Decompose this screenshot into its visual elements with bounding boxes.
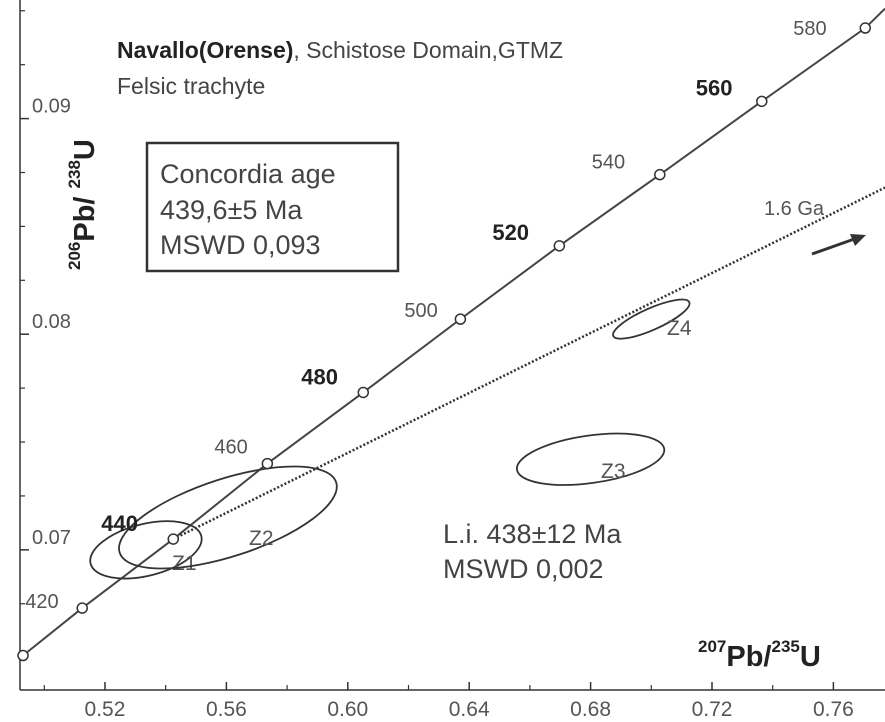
x-tick-label: 0.60 [327, 698, 368, 721]
discordia-label: 1.6 Ga [764, 198, 825, 220]
concordia-box-line-3: MSWD 0,093 [160, 230, 321, 260]
ellipse-label-z2: Z2 [249, 527, 274, 550]
ellipse-label-z4: Z4 [667, 317, 692, 340]
concordia-age-label: 460 [214, 437, 247, 459]
concordia-age-label: 480 [301, 364, 338, 389]
concordia-marker [756, 95, 768, 108]
y-axis-sup-1: 206 [65, 242, 84, 270]
y-tick-group: 0.07 0.08 0.09 [20, 10, 71, 659]
ellipse-label-z1: Z1 [172, 552, 197, 575]
y-axis-sup-2: 238 [65, 160, 84, 188]
x-axis-title: 207Pb/235U [698, 637, 821, 673]
y-axis-text-2: U [69, 139, 101, 160]
concordia-age-label: 420 [25, 591, 58, 613]
x-axis-sup-2: 235 [772, 637, 800, 656]
x-tick-label: 0.56 [206, 698, 247, 721]
concordia-marker [454, 313, 467, 325]
discordia-line [172, 186, 885, 541]
concordia-marker [167, 533, 180, 545]
x-axis-sup-1: 207 [698, 637, 726, 656]
y-tick-label: 0.09 [32, 96, 71, 118]
concordia-age-label: 540 [592, 152, 625, 174]
y-axis-text-1: Pb/ [69, 188, 101, 241]
chart-title: Navallo(Orense), Schistose Domain,GTMZ [117, 37, 563, 63]
concordia-box-line-2: 439,6±5 Ma [160, 195, 303, 225]
y-tick-label: 0.08 [32, 311, 71, 333]
error-ellipse-z1 [89, 520, 203, 580]
title-rest: , Schistose Domain,GTMZ [293, 37, 563, 63]
x-tick-group: 0.52 0.56 0.60 0.64 0.68 0.72 0.76 [43, 682, 854, 721]
title-bold: Navallo(Orense) [117, 37, 293, 63]
svg-text:206Pb/ 238U: 206Pb/ 238U [65, 139, 101, 270]
y-tick-label: 0.07 [32, 527, 71, 549]
x-axis-text-2: U [800, 641, 821, 673]
error-ellipse-z2 [118, 465, 338, 570]
concordia-age-label: 500 [404, 300, 437, 322]
concordia-box-line-1: Concordia age [160, 159, 336, 189]
intercept-line-1: L.i. 438±12 Ma [443, 519, 622, 549]
x-tick-label: 0.76 [813, 698, 854, 721]
x-tick-label: 0.64 [449, 698, 490, 721]
concordia-marker [553, 240, 566, 252]
error-ellipses: Z1 Z2 Z3 Z4 [89, 298, 692, 580]
concordia-age-box [145, 141, 400, 273]
error-ellipse-z3 [515, 432, 666, 486]
x-tick-label: 0.68 [570, 698, 611, 721]
concordia-marker [357, 386, 370, 399]
y-axis-title: 206Pb/ 238U [65, 139, 101, 270]
concordia-marker [261, 457, 274, 470]
concordia-marker [76, 602, 88, 614]
concordia-age-label: 440 [101, 511, 138, 536]
x-tick-label: 0.72 [692, 698, 733, 721]
ellipse-label-z3: Z3 [601, 460, 626, 483]
concordia-marker [17, 649, 29, 662]
error-ellipse-z4 [612, 298, 691, 340]
x-tick-label: 0.52 [85, 698, 126, 721]
concordia-age-label: 520 [492, 220, 529, 245]
concordia-age-label: 580 [793, 18, 826, 40]
chart-subtitle: Felsic trachyte [117, 73, 265, 99]
concordia-markers: 420 440 460 480 500 520 540 560 580 [17, 18, 872, 662]
concordia-age-label: 560 [696, 75, 733, 100]
discordia-arrow-icon [811, 234, 866, 256]
concordia-marker [859, 22, 872, 34]
x-axis-text-1: Pb/ [726, 641, 771, 673]
intercept-line-2: MSWD 0,002 [443, 554, 604, 584]
concordia-marker [654, 168, 666, 181]
